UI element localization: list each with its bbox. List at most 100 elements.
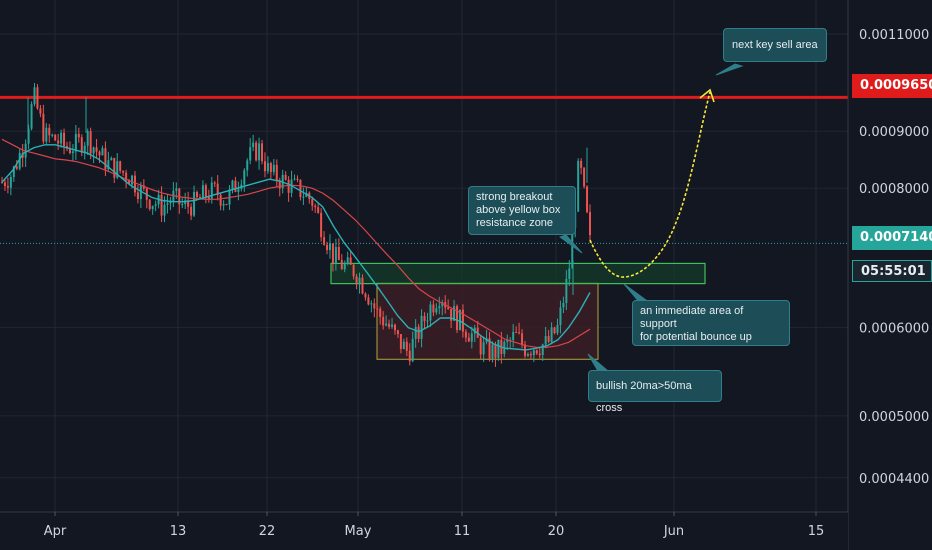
candle-body [190, 206, 193, 216]
candle-body [385, 323, 388, 326]
callout-next-key-sell-area: next key sell area [723, 28, 827, 62]
candle-body [317, 207, 320, 213]
candle-body [3, 182, 6, 186]
projection-curve [589, 91, 711, 278]
candle-body [340, 260, 343, 270]
candle-body [83, 145, 86, 153]
callout-ma-cross: bullish 20ma>50ma cross [588, 370, 722, 414]
candle-body [1, 182, 3, 184]
candle-body [320, 212, 323, 238]
candle-body [586, 186, 589, 213]
time-tick-label: 15 [808, 524, 825, 539]
candle-body [583, 167, 586, 187]
candle-body [541, 344, 544, 356]
candle-body [299, 179, 302, 198]
candle-body [355, 276, 358, 285]
candle-body [337, 246, 340, 261]
candle-body [314, 205, 317, 208]
candle-body [432, 304, 435, 313]
candle-body [86, 131, 89, 146]
candle-body [565, 278, 568, 303]
candle-body [331, 243, 334, 264]
candle-body [101, 148, 104, 156]
candle-body [515, 331, 518, 333]
candle-body [343, 264, 346, 270]
candle-body [110, 157, 113, 161]
candle-body [358, 277, 361, 285]
candle-body [231, 180, 234, 190]
candle-body [166, 203, 169, 205]
candle-body [311, 199, 314, 206]
candle-body [470, 333, 473, 342]
candle-body [136, 192, 139, 199]
candle-body [426, 320, 429, 322]
candle-body [36, 87, 39, 109]
candle-body [234, 180, 237, 192]
callout-strong-breakout: strong breakout above yellow box resista… [468, 186, 576, 235]
candle-body [346, 257, 349, 265]
candle-body [411, 338, 414, 362]
candle-body [139, 185, 142, 199]
candle-body [497, 339, 500, 358]
candle-body [396, 330, 399, 335]
candle-body [216, 183, 219, 195]
candle-body [207, 196, 210, 200]
candle-body [494, 344, 497, 358]
candle-body [284, 174, 287, 180]
candle-body [275, 164, 278, 182]
candle-body [172, 190, 175, 202]
candle-body [391, 324, 394, 327]
candle-body [104, 148, 107, 170]
candle-body [222, 204, 225, 206]
candle-body [107, 160, 110, 170]
candle-body [367, 297, 370, 305]
candle-body [323, 237, 326, 245]
candle-body [261, 143, 264, 162]
candle-body [263, 161, 266, 172]
countdown-tag: 05:55:01 [852, 260, 932, 282]
price-axis[interactable]: 0.0011000 0.0009000 0.0008000 0.0006000 0.00… [859, 28, 929, 487]
candle-body [420, 315, 423, 339]
candle-body [488, 338, 491, 359]
projection-arrow-head [699, 88, 715, 103]
price-tick-label: 0.0004400 [859, 472, 929, 487]
candle-body [198, 197, 201, 199]
candle-body [252, 142, 255, 148]
candle-body [175, 188, 178, 191]
candle-body [77, 133, 80, 138]
candle-body [131, 175, 134, 185]
time-tick-label: 20 [548, 524, 565, 539]
candle-body [30, 104, 33, 129]
time-axis[interactable]: Apr 13 22 May 11 20 Jun 15 [44, 512, 825, 539]
candle-body [272, 164, 275, 173]
candle-body [538, 353, 541, 356]
price-tick-label: 0.0009000 [859, 125, 929, 140]
candle-body [589, 212, 591, 236]
candle-body [201, 185, 204, 199]
candle-body [376, 308, 379, 310]
candle-body [535, 350, 538, 354]
candle-body [521, 333, 524, 345]
candle-body [438, 306, 441, 309]
candle-body [278, 181, 281, 189]
candle-body [382, 316, 385, 326]
candle-body [328, 243, 331, 251]
candle-body [373, 303, 376, 309]
resistance-price-tag: 0.0009650 [852, 74, 932, 98]
candle-body [553, 327, 556, 334]
candle-body [417, 326, 420, 339]
time-tick-label: Jun [663, 524, 684, 539]
candle-body [287, 179, 290, 193]
candle-body [402, 341, 405, 349]
candle-body [89, 131, 92, 154]
candle-body [467, 337, 470, 342]
candle-body [326, 244, 329, 251]
candle-body [48, 127, 51, 136]
callout-support-area: an immediate area of support for potenti… [632, 300, 790, 346]
candle-body [393, 324, 396, 331]
candle-body [334, 246, 337, 264]
candle-body [296, 178, 299, 180]
candle-body [225, 204, 228, 206]
candle-body [6, 185, 9, 188]
